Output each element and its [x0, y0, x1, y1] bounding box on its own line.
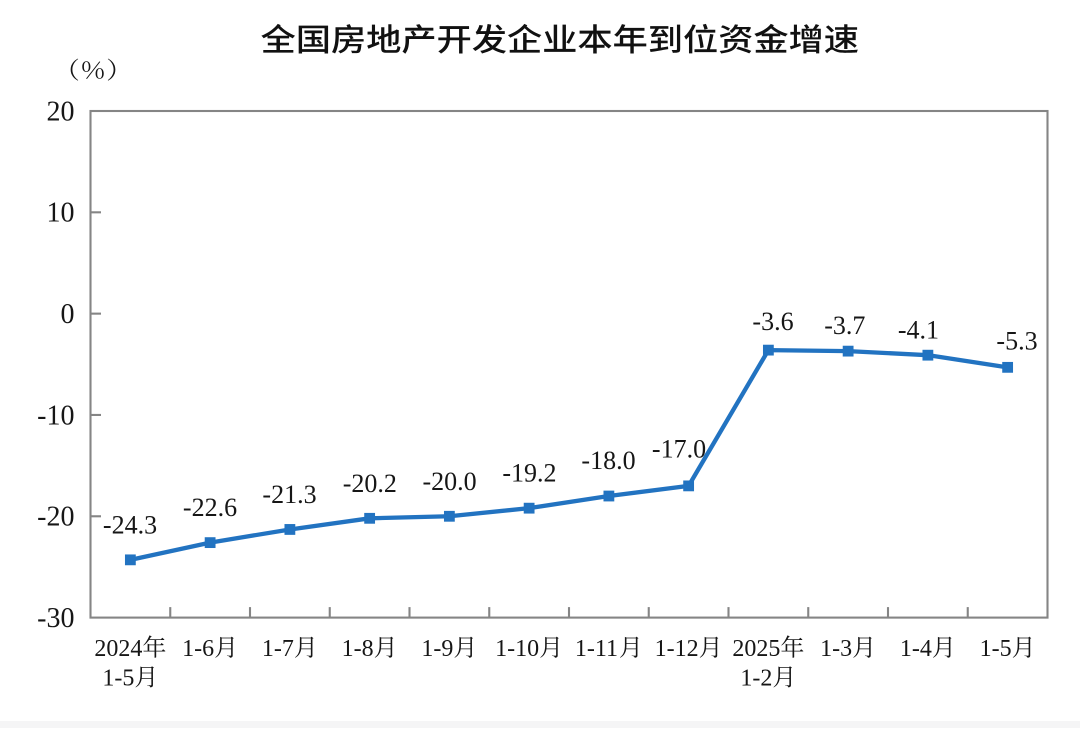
- svg-text:-22.6: -22.6: [183, 493, 237, 522]
- svg-text:2024: 2024: [94, 636, 142, 662]
- svg-text:-17.0: -17.0: [652, 434, 706, 463]
- svg-text:-18.0: -18.0: [581, 446, 635, 475]
- svg-text:1-7: 1-7: [262, 636, 294, 662]
- svg-text:-30: -30: [37, 603, 74, 634]
- svg-text:-20: -20: [37, 502, 74, 533]
- svg-text:-20.2: -20.2: [343, 469, 397, 498]
- svg-text:-24.3: -24.3: [103, 510, 157, 539]
- svg-text:1-5: 1-5: [102, 666, 134, 692]
- svg-text:-10: -10: [37, 400, 74, 431]
- svg-text:1-12: 1-12: [655, 636, 699, 662]
- svg-text:-21.3: -21.3: [262, 480, 316, 509]
- svg-text:1-11: 1-11: [575, 636, 618, 662]
- svg-text:1-2: 1-2: [740, 666, 772, 692]
- svg-text:1-10: 1-10: [495, 636, 539, 662]
- svg-text:-4.1: -4.1: [898, 315, 939, 344]
- svg-text:1-5: 1-5: [980, 636, 1012, 662]
- svg-text:-20.0: -20.0: [423, 467, 477, 496]
- svg-text:10: 10: [47, 198, 75, 229]
- svg-text:20: 20: [47, 96, 75, 127]
- svg-text:1-9: 1-9: [421, 636, 453, 662]
- svg-text:-19.2: -19.2: [502, 459, 556, 488]
- svg-text:0: 0: [61, 299, 75, 330]
- svg-text:-3.6: -3.6: [752, 307, 793, 336]
- svg-text:1-4: 1-4: [900, 636, 932, 662]
- svg-text:-3.7: -3.7: [824, 311, 865, 340]
- svg-text:-5.3: -5.3: [996, 327, 1037, 356]
- svg-text:1-6: 1-6: [182, 636, 214, 662]
- svg-text:2025: 2025: [732, 636, 780, 662]
- svg-text:1-8: 1-8: [342, 636, 374, 662]
- svg-text:1-3: 1-3: [820, 636, 852, 662]
